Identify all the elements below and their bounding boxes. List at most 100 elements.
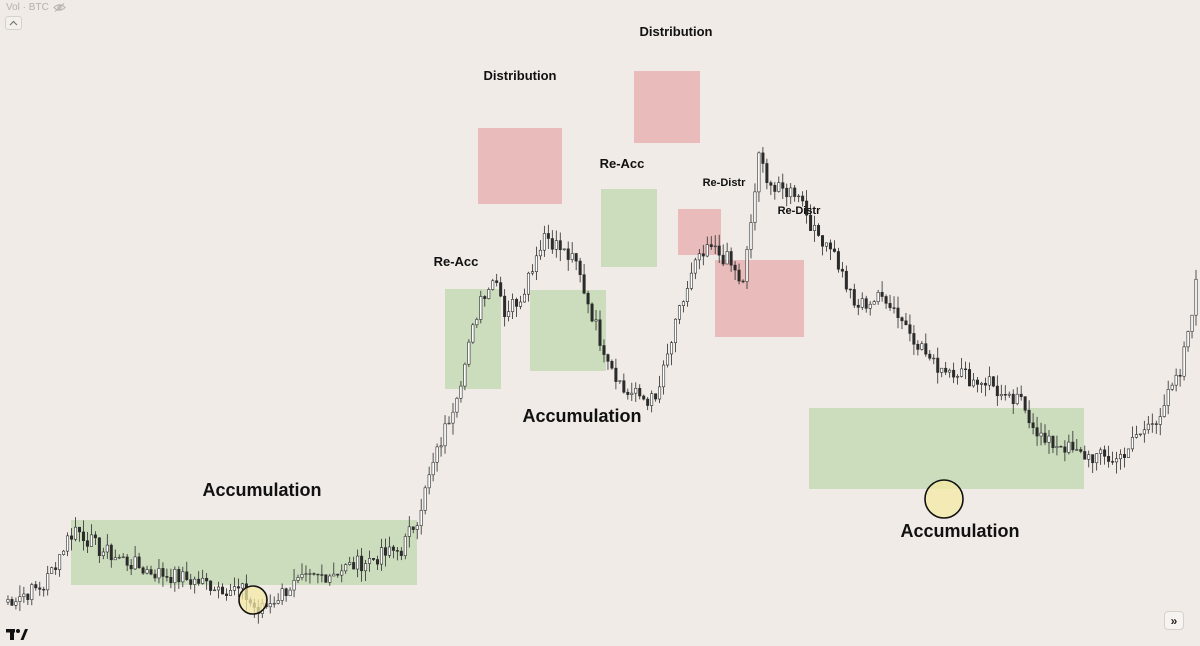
candle-body [399, 550, 403, 556]
scroll-to-realtime-button[interactable]: » [1164, 611, 1184, 630]
candle-body [372, 558, 376, 560]
candle-body [765, 163, 769, 183]
candle-body [566, 248, 570, 260]
double-chevron-right-icon: » [1170, 613, 1178, 628]
candle-body [463, 363, 467, 387]
accumulation-zone [809, 408, 1084, 489]
candle-body [745, 249, 749, 282]
candle-body [884, 296, 888, 304]
candle-body [689, 272, 693, 289]
candle-body [395, 550, 399, 552]
zone-label: Distribution [640, 24, 713, 39]
candle-body [1142, 429, 1146, 435]
candle-body [634, 388, 638, 394]
candle-body [479, 296, 483, 320]
candle-body [574, 253, 578, 262]
candle-body [427, 474, 431, 489]
candle-body [411, 526, 415, 530]
candle-body [26, 593, 30, 600]
candle-body [968, 369, 972, 387]
candle-body [312, 573, 316, 575]
candle-body [705, 244, 709, 257]
candle-body [1075, 449, 1079, 451]
candle-body [828, 242, 832, 250]
candle-body [983, 382, 987, 386]
candle-body [971, 379, 975, 387]
candle-body [864, 298, 868, 309]
candle-body [785, 187, 789, 198]
candle-body [797, 195, 801, 198]
candle-body [1186, 331, 1190, 348]
collapse-legend-button[interactable] [5, 16, 22, 30]
candle-body [1190, 314, 1194, 332]
candle-body [1130, 437, 1134, 450]
candle-body [753, 191, 757, 223]
candle-body [145, 569, 149, 574]
candle-body [451, 411, 455, 424]
candle-body [606, 354, 610, 362]
candle-body [713, 245, 717, 248]
candle-body [1115, 458, 1119, 463]
candle-body [133, 556, 137, 570]
candle-body [487, 289, 491, 299]
eye-slash-icon[interactable] [53, 2, 66, 12]
candle-body [1182, 346, 1186, 377]
candle-body [125, 556, 129, 566]
candle-body [602, 345, 606, 355]
candle-body [1079, 449, 1083, 452]
candle-body [407, 526, 411, 537]
candle-body [491, 280, 495, 290]
candle-body [952, 369, 956, 378]
candle-body [1146, 423, 1150, 431]
candle-body [316, 573, 320, 576]
candle-body [1103, 449, 1107, 457]
candle-body [471, 324, 475, 343]
distribution-zone [634, 71, 700, 143]
candle-body [960, 368, 964, 377]
candle-body [1051, 435, 1055, 448]
candle-body [296, 577, 300, 581]
candle-body [801, 195, 805, 202]
candle-body [848, 288, 852, 291]
candle-body [475, 319, 479, 326]
candle-body [113, 557, 117, 561]
candle-body [117, 556, 121, 559]
tradingview-logo-icon[interactable] [6, 628, 28, 641]
candle-body [979, 382, 983, 385]
candle-body [840, 268, 844, 272]
candle-body [737, 269, 741, 282]
candle-body [6, 599, 10, 603]
candle-body [276, 600, 280, 604]
candle-body [868, 303, 872, 309]
candle-body [523, 293, 527, 303]
candle-body [956, 376, 960, 378]
candle-body [232, 586, 236, 591]
candle-body [177, 569, 181, 583]
candle-body [308, 573, 312, 575]
candle-body [614, 367, 618, 382]
candle-body [856, 304, 860, 308]
candle-body [205, 578, 209, 582]
zone-label: Re-Acc [434, 254, 479, 269]
candle-body [379, 547, 383, 565]
candle-body [221, 586, 225, 595]
candle-body [805, 200, 809, 216]
candle-body [562, 248, 566, 251]
candle-body [860, 298, 864, 308]
candle-body [375, 559, 379, 565]
zone-label: Accumulation [202, 480, 321, 500]
candle-body [904, 320, 908, 326]
highlight-circle [238, 585, 268, 615]
candle-body [149, 569, 153, 575]
candle-body [97, 537, 101, 556]
candle-body [1170, 384, 1174, 390]
candle-body [975, 379, 979, 385]
candle-body [534, 255, 538, 272]
candle-body [54, 567, 58, 570]
candle-body [1055, 446, 1059, 448]
candle-body [936, 357, 940, 373]
candle-body [777, 182, 781, 192]
candle-body [85, 540, 89, 547]
candle-body [821, 235, 825, 247]
